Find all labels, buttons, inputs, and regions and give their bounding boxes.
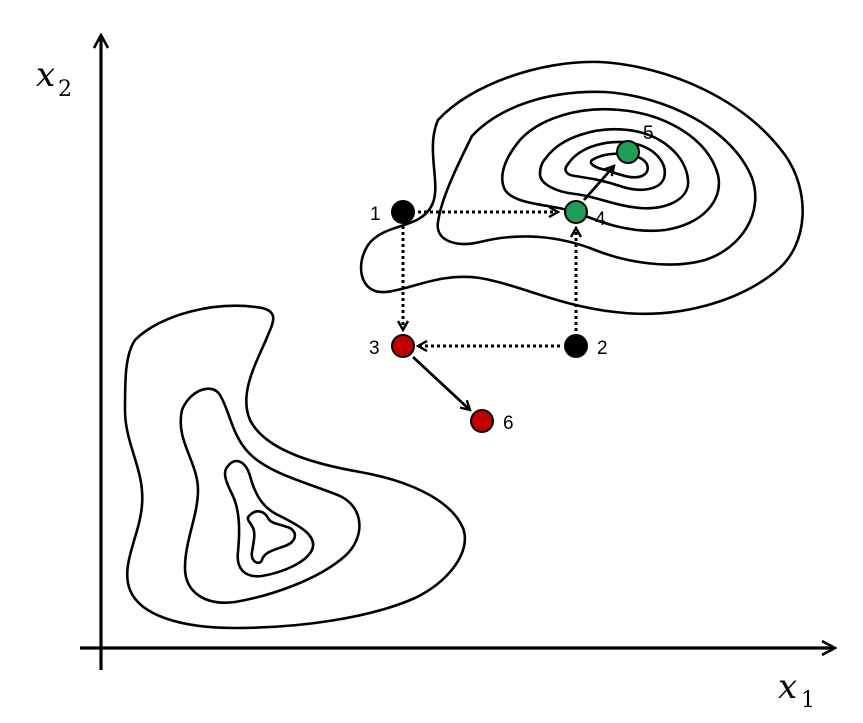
contour-lower-2 (179, 387, 361, 604)
point-3: 3 (369, 334, 415, 359)
contour-upper-5 (564, 140, 667, 192)
point-6-label: 6 (503, 413, 514, 434)
solid-paths (412, 166, 614, 410)
point-4: 4 (564, 200, 606, 230)
svg-text:2: 2 (58, 77, 72, 102)
x-axis-label: x 1 (778, 667, 815, 713)
point-6-marker (470, 409, 494, 433)
point-4-marker (564, 200, 588, 224)
contour-upper-4 (538, 127, 690, 210)
svg-text:1: 1 (801, 688, 815, 713)
y-axis-label: x 2 (36, 55, 72, 102)
point-2-label: 2 (597, 338, 608, 359)
contour-upper-2 (436, 90, 757, 266)
contour-upper-1 (359, 60, 804, 316)
point-3-marker (391, 334, 415, 358)
contour-lower-1 (123, 304, 467, 630)
solid-arrow-3-to-6 (412, 355, 470, 410)
dotted-paths (403, 212, 576, 346)
point-2: 2 (564, 334, 608, 359)
contour-set-upper (359, 60, 804, 316)
point-1-marker (391, 200, 415, 224)
point-1-label: 1 (370, 204, 381, 225)
point-1: 1 (370, 200, 415, 225)
point-2-marker (564, 334, 588, 358)
points: 1 2 3 4 5 6 (369, 123, 654, 434)
solid-arrow-4-to-5 (582, 166, 614, 201)
contour-lower-3 (223, 459, 315, 578)
point-4-label: 4 (595, 209, 606, 230)
contour-upper-3 (500, 108, 721, 233)
point-3-label: 3 (369, 338, 380, 359)
svg-text:x: x (36, 55, 55, 95)
point-6: 6 (470, 409, 514, 434)
svg-text:x: x (778, 667, 797, 707)
point-5-label: 5 (643, 123, 654, 144)
point-5: 5 (616, 123, 654, 164)
contour-set-lower (123, 304, 467, 630)
point-5-marker (616, 140, 640, 164)
contour-lower-4 (246, 510, 297, 565)
